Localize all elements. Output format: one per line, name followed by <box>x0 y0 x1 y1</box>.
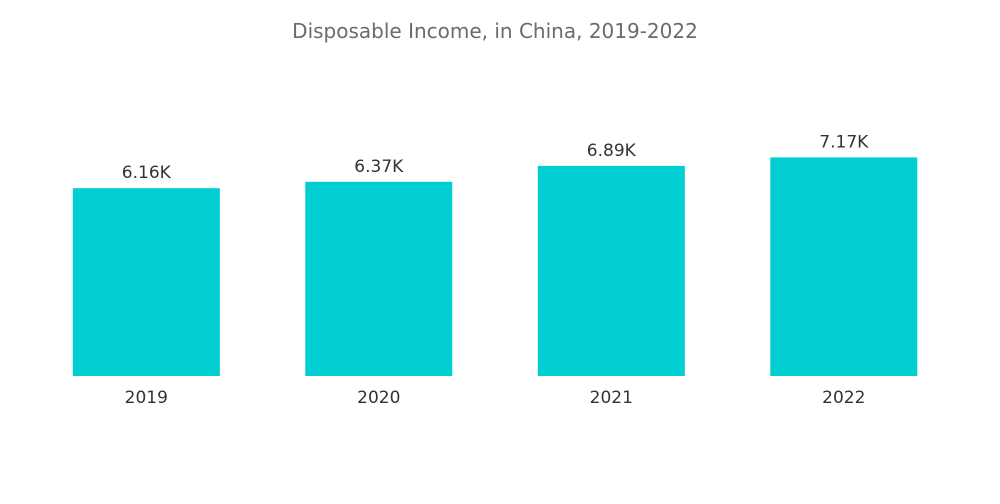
chart-title: Disposable Income, in China, 2019-2022 <box>292 19 698 43</box>
value-label-2021: 6.89K <box>587 141 637 161</box>
value-label-2020: 6.37K <box>354 157 404 177</box>
bars-group <box>72 157 918 376</box>
value-label-2022: 7.17K <box>819 132 869 152</box>
x-tick-2022: 2022 <box>822 388 865 408</box>
value-label-2019: 6.16K <box>122 163 172 183</box>
x-tick-2020: 2020 <box>357 388 400 408</box>
bar-2019 <box>72 188 220 376</box>
bar-2020 <box>305 181 453 376</box>
x-tick-2019: 2019 <box>125 388 168 408</box>
value-labels-group: 6.16K 6.37K 6.89K 7.17K <box>122 132 869 183</box>
x-tick-2021: 2021 <box>590 388 633 408</box>
x-axis-tick-labels: 2019 2020 2021 2022 <box>125 388 866 408</box>
bar-2021 <box>537 165 685 376</box>
bar-2022 <box>770 157 918 376</box>
